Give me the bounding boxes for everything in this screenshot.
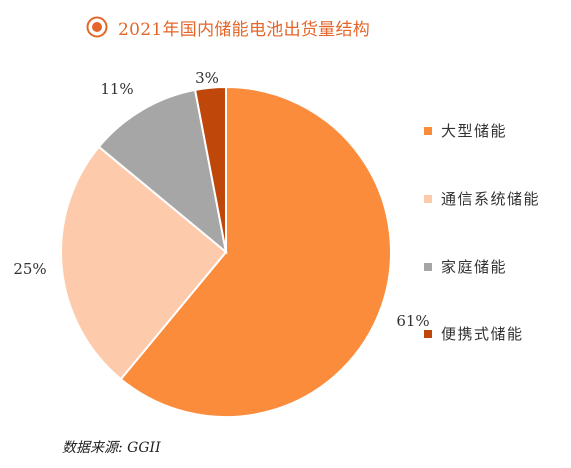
pie-slice-2 [60, 145, 228, 381]
legend-item-3: 家庭储能 [424, 256, 507, 277]
legend-item-4: 便携式储能 [424, 323, 524, 344]
source-note: 数据来源: GGII [62, 440, 161, 456]
pie-slice-3 [97, 88, 228, 255]
legend-label-2: 通信系统储能 [441, 190, 541, 208]
legend-label-4: 便携式储能 [441, 325, 524, 343]
slice-label-2: 25% [13, 260, 46, 278]
legend-label-3: 家庭储能 [441, 258, 508, 276]
slice-label-1: 61% [396, 312, 429, 330]
pie-slice-1 [119, 85, 392, 418]
pie-slice-4 [193, 85, 227, 253]
legend-item-2: 通信系统储能 [424, 188, 540, 209]
slice-label-4: 3% [195, 69, 219, 87]
legend-item-1: 大型储能 [424, 120, 507, 141]
target-circle-icon [86, 16, 108, 38]
legend-swatch-2 [424, 194, 432, 203]
legend-swatch-4 [424, 329, 432, 338]
legend-swatch-1 [424, 126, 432, 135]
slice-label-3: 11% [100, 80, 133, 98]
chart-title-row: 2021年国内储能电池出货量结构 [86, 12, 370, 42]
chart-title: 2021年国内储能电池出货量结构 [118, 19, 371, 40]
legend-swatch-3 [424, 262, 432, 271]
legend-label-1: 大型储能 [441, 122, 508, 140]
